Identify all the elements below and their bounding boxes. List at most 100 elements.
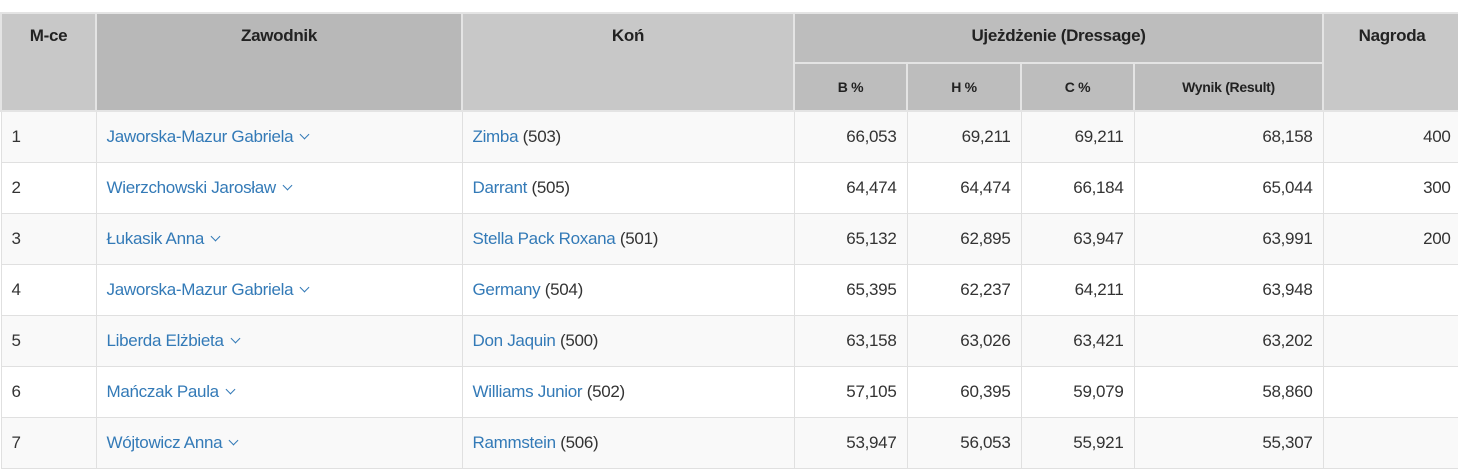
c-score: 63,421 (1020, 315, 1135, 367)
result-score: 68,158 (1133, 110, 1324, 163)
horse-link[interactable]: Germany (472, 280, 541, 299)
horse-number: (504) (544, 280, 583, 299)
prize-cell: 200 (1322, 213, 1458, 265)
header-c[interactable]: C % (1020, 62, 1135, 112)
chevron-down-icon (210, 231, 221, 242)
b-score: 65,395 (793, 264, 908, 316)
place-cell: 4 (0, 264, 97, 316)
result-score: 55,307 (1133, 417, 1324, 469)
rider-name: Mańczak Paula (106, 382, 220, 401)
horse-link[interactable]: Zimba (472, 127, 519, 146)
header-prize[interactable]: Nagroda (1322, 12, 1458, 112)
rider-link[interactable]: Jaworska-Mazur Gabriela (106, 280, 310, 299)
table-row: 2 Wierzchowski Jarosław Darrant (505) 64… (0, 162, 1458, 214)
h-score: 62,237 (906, 264, 1022, 316)
rider-name: Jaworska-Mazur Gabriela (106, 280, 294, 299)
place-cell: 2 (0, 162, 97, 214)
b-score: 66,053 (793, 110, 908, 163)
horse-number: (506) (560, 433, 599, 452)
table-row: 1 Jaworska-Mazur Gabriela Zimba (503) 66… (0, 110, 1458, 163)
rider-cell: Łukasik Anna (95, 213, 463, 265)
rider-link[interactable]: Łukasik Anna (106, 229, 221, 248)
horse-link[interactable]: Rammstein (472, 433, 557, 452)
b-score: 63,158 (793, 315, 908, 367)
header-b[interactable]: B % (793, 62, 908, 112)
horse-link[interactable]: Williams Junior (472, 382, 583, 401)
rider-link[interactable]: Jaworska-Mazur Gabriela (106, 127, 310, 146)
header-rider[interactable]: Zawodnik (95, 12, 463, 112)
rider-link[interactable]: Wójtowicz Anna (106, 433, 239, 452)
chevron-down-icon (299, 282, 310, 293)
h-score: 62,895 (906, 213, 1022, 265)
rider-cell: Mańczak Paula (95, 366, 463, 418)
chevron-down-icon (299, 129, 310, 140)
header-result[interactable]: Wynik (Result) (1132, 62, 1325, 112)
h-score: 56,053 (906, 417, 1022, 469)
h-score: 60,395 (906, 366, 1022, 418)
header-horse[interactable]: Koń (461, 12, 795, 112)
chevron-down-icon (282, 180, 293, 191)
horse-number: (500) (559, 331, 599, 350)
horse-number: (505) (531, 178, 570, 197)
table-row: 3 Łukasik Anna Stella Pack Roxana (501) … (0, 213, 1458, 265)
horse-link[interactable]: Darrant (472, 178, 528, 197)
horse-cell: Don Jaquin (500) (461, 315, 795, 367)
horse-number: (501) (619, 229, 659, 248)
rider-name: Wójtowicz Anna (106, 433, 223, 452)
rider-cell: Jaworska-Mazur Gabriela (95, 264, 463, 316)
place-cell: 5 (0, 315, 97, 367)
prize-cell (1322, 417, 1458, 469)
result-score: 58,860 (1133, 366, 1324, 418)
horse-number: (502) (586, 382, 625, 401)
rider-link[interactable]: Wierzchowski Jarosław (106, 178, 293, 197)
horse-cell: Germany (504) (461, 264, 795, 316)
rider-name: Łukasik Anna (106, 229, 205, 248)
header-dressage: Ujeżdżenie (Dressage) (792, 12, 1325, 64)
place-cell: 3 (0, 213, 97, 265)
b-score: 64,474 (793, 162, 908, 214)
c-score: 69,211 (1020, 110, 1135, 163)
h-score: 64,474 (906, 162, 1022, 214)
horse-cell: Williams Junior (502) (461, 366, 795, 418)
h-score: 63,026 (906, 315, 1022, 367)
rider-name: Jaworska-Mazur Gabriela (106, 127, 294, 146)
b-score: 53,947 (793, 417, 908, 469)
rider-cell: Wierzchowski Jarosław (95, 162, 463, 214)
rider-cell: Wójtowicz Anna (95, 417, 463, 469)
horse-cell: Zimba (503) (461, 110, 795, 163)
rider-link[interactable]: Liberda Elżbieta (106, 331, 241, 350)
horse-cell: Darrant (505) (461, 162, 795, 214)
rider-cell: Jaworska-Mazur Gabriela (95, 110, 463, 163)
rider-link[interactable]: Mańczak Paula (106, 382, 236, 401)
horse-link[interactable]: Don Jaquin (472, 331, 556, 350)
horse-number: (503) (522, 127, 561, 146)
prize-cell (1322, 366, 1458, 418)
result-score: 63,202 (1133, 315, 1324, 367)
prize-cell: 400 (1322, 110, 1458, 163)
place-cell: 7 (0, 417, 97, 469)
horse-link[interactable]: Stella Pack Roxana (472, 229, 616, 248)
c-score: 63,947 (1020, 213, 1135, 265)
horse-cell: Stella Pack Roxana (501) (461, 213, 795, 265)
place-cell: 6 (0, 366, 97, 418)
c-score: 59,079 (1020, 366, 1135, 418)
prize-cell (1322, 315, 1458, 367)
c-score: 64,211 (1020, 264, 1135, 316)
rider-name: Wierzchowski Jarosław (106, 178, 277, 197)
b-score: 57,105 (793, 366, 908, 418)
result-score: 63,948 (1133, 264, 1324, 316)
chevron-down-icon (230, 333, 241, 344)
prize-cell: 300 (1322, 162, 1458, 214)
chevron-down-icon (225, 384, 236, 395)
c-score: 55,921 (1020, 417, 1135, 469)
place-cell: 1 (0, 110, 97, 163)
result-score: 63,991 (1133, 213, 1324, 265)
table-row: 4 Jaworska-Mazur Gabriela Germany (504) … (0, 264, 1458, 316)
h-score: 69,211 (906, 110, 1022, 163)
table-row: 5 Liberda Elżbieta Don Jaquin (500) 63,1… (0, 315, 1458, 367)
header-h[interactable]: H % (906, 62, 1022, 112)
rider-cell: Liberda Elżbieta (95, 315, 463, 367)
header-place[interactable]: M-ce (0, 12, 97, 112)
table-row: 7 Wójtowicz Anna Rammstein (506) 53,947 … (0, 417, 1458, 469)
rider-name: Liberda Elżbieta (106, 331, 224, 350)
